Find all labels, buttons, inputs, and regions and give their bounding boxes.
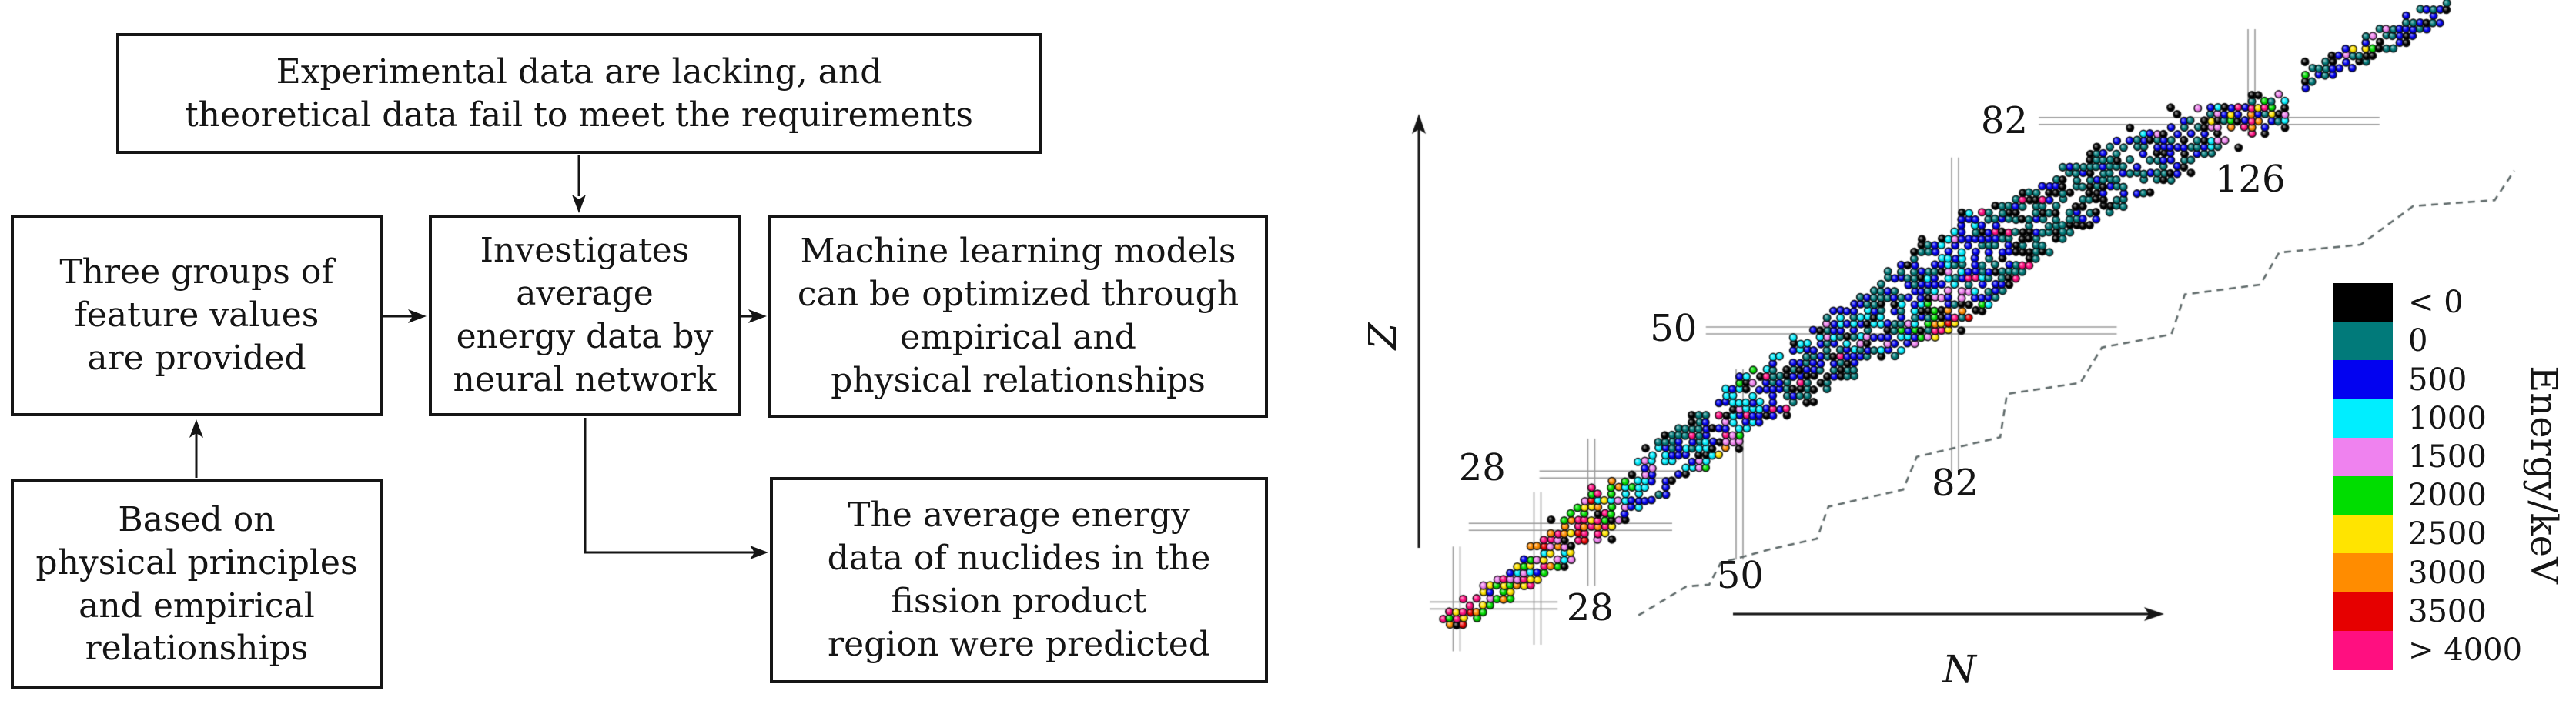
flowchart: Experimental data are lacking, and theor… bbox=[11, 33, 1268, 689]
magic-label-N-50: 50 bbox=[1716, 553, 1764, 597]
magic-label-Z-28: 28 bbox=[1458, 446, 1506, 490]
legend-label-0: < 0 bbox=[2408, 285, 2464, 321]
legend-swatch-4 bbox=[2333, 437, 2393, 477]
arrow-features-to-method bbox=[383, 309, 427, 323]
legend-label-9: > 4000 bbox=[2408, 632, 2523, 668]
legend-label-2: 500 bbox=[2408, 362, 2467, 398]
y-axis-label: Z bbox=[1360, 322, 1405, 350]
legend-swatch-1 bbox=[2333, 322, 2393, 361]
legend-swatch-3 bbox=[2333, 399, 2393, 439]
flowchart-box-basis: Based on physical principles and empiric… bbox=[11, 479, 383, 689]
magic-label-Z-50: 50 bbox=[1650, 306, 1698, 350]
legend-label-6: 2500 bbox=[2408, 516, 2487, 552]
magic-label-N-28: 28 bbox=[1566, 586, 1614, 630]
legend-swatch-5 bbox=[2333, 476, 2393, 515]
legend-label-3: 1000 bbox=[2408, 400, 2487, 436]
magic-label-Z-82: 82 bbox=[1980, 99, 2028, 143]
arrow-method-to-optimized bbox=[741, 309, 767, 323]
legend-swatch-0 bbox=[2333, 283, 2393, 322]
magic-label-N-126: 126 bbox=[2214, 157, 2286, 201]
colorbar-title: Energy/keV bbox=[2522, 365, 2565, 584]
legend-swatch-9 bbox=[2333, 630, 2393, 670]
flowchart-arrows bbox=[189, 155, 768, 559]
magic-label-N-82: 82 bbox=[1931, 461, 1979, 505]
x-axis-label: N bbox=[1942, 647, 1976, 692]
flowchart-box-problem: Experimental data are lacking, and theor… bbox=[116, 33, 1042, 154]
legend-swatch-2 bbox=[2333, 360, 2393, 400]
arrow-method-to-prediction bbox=[584, 418, 768, 559]
flowchart-box-features: Three groups of feature values are provi… bbox=[11, 215, 383, 416]
legend-swatch-6 bbox=[2333, 515, 2393, 554]
arrow-problem-to-method bbox=[572, 155, 586, 213]
legend-swatch-7 bbox=[2333, 553, 2393, 593]
flowchart-box-optimized: Machine learning models can be optimized… bbox=[768, 215, 1268, 418]
arrow-basis-to-features bbox=[189, 419, 203, 478]
flowchart-box-prediction: The average energy data of nuclides in t… bbox=[770, 477, 1268, 683]
legend-label-4: 1500 bbox=[2408, 439, 2487, 475]
legend-swatch-8 bbox=[2333, 592, 2393, 632]
flowchart-box-method: Investigates average energy data by neur… bbox=[429, 215, 741, 416]
legend-label-8: 3500 bbox=[2408, 593, 2487, 629]
nuclide-chart: Z N 28 50 82 126 28 50 82 < 0 0 500 1000 1500 2000 2… bbox=[1309, 0, 2576, 704]
legend-label-1: 0 bbox=[2408, 323, 2428, 359]
legend-label-7: 3000 bbox=[2408, 555, 2487, 591]
legend-label-5: 2000 bbox=[2408, 478, 2487, 514]
